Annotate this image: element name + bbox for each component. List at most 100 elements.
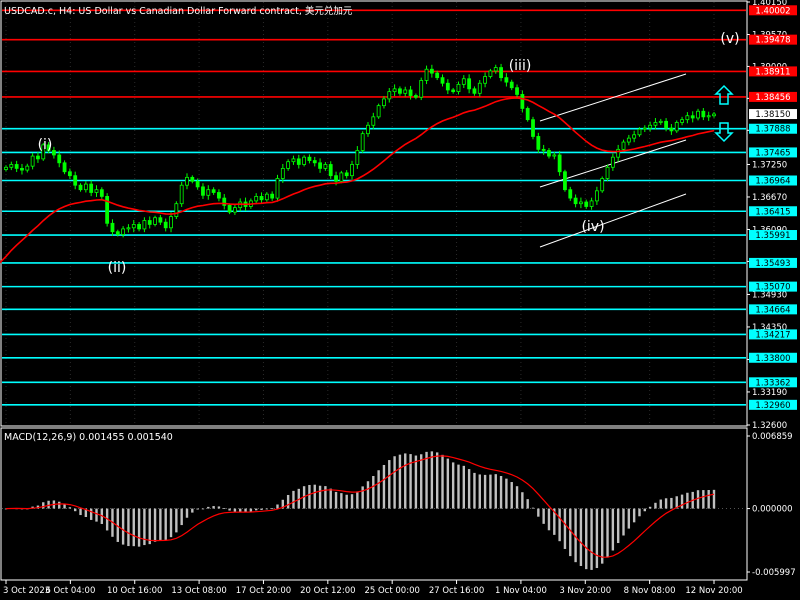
level-price-box xyxy=(749,257,797,268)
candle-body xyxy=(291,158,296,163)
level-price-text: 1.39478 xyxy=(755,36,790,46)
candle-body xyxy=(115,231,120,235)
horizontal-levels[interactable] xyxy=(2,9,746,406)
candle-body xyxy=(153,217,157,225)
channel-line[interactable] xyxy=(539,73,687,122)
macd-histogram-bar xyxy=(148,508,151,545)
candle-body xyxy=(515,87,519,95)
level-price-box xyxy=(749,281,797,292)
level-price-text: 1.34217 xyxy=(755,330,790,340)
price-tick-label: 1.37250 xyxy=(752,160,787,170)
moving-average xyxy=(0,97,715,264)
candle-body xyxy=(355,150,360,165)
macd-histogram-bar xyxy=(201,508,205,510)
macd-histogram-bar xyxy=(366,481,370,509)
time-label: 20 Oct 12:00 xyxy=(300,586,355,596)
macd-histogram-bar xyxy=(590,508,593,570)
signal-arrows[interactable] xyxy=(714,84,734,143)
macd-histogram-bar xyxy=(180,508,183,526)
macd-histogram-bar xyxy=(670,497,673,509)
candle-body xyxy=(547,150,551,157)
candle-body xyxy=(642,127,647,130)
level-price-text: 1.35070 xyxy=(755,283,790,293)
macd-histogram-bar xyxy=(302,486,306,509)
level-price-text: 1.38911 xyxy=(755,67,790,77)
candle-body xyxy=(73,175,78,186)
macd-histogram-bar xyxy=(404,453,407,509)
macd-histogram-bar xyxy=(345,494,348,509)
macd-histogram-bar xyxy=(483,474,487,509)
candle-body xyxy=(14,164,19,169)
time-label: 3 Nov 20:00 xyxy=(559,586,611,596)
macd-histogram-bar xyxy=(579,508,583,566)
macd-histogram-bar xyxy=(313,484,316,509)
candle-body xyxy=(589,200,594,207)
level-price-text: 1.36415 xyxy=(755,207,790,217)
macd-tick-label: 0.006859 xyxy=(752,432,793,442)
candle-body xyxy=(350,164,354,177)
candle-body xyxy=(461,78,466,85)
candle-body xyxy=(280,167,285,179)
macd-panel-frame xyxy=(0,427,748,581)
candle-body xyxy=(206,189,211,196)
macd-histogram-bar xyxy=(116,508,119,542)
macd-histogram-bar xyxy=(446,458,450,509)
macd-histogram-bar xyxy=(132,508,135,547)
level-price-box xyxy=(749,175,797,186)
time-label: 10 Oct 16:00 xyxy=(107,586,162,596)
candle-body xyxy=(621,141,626,150)
candle-body xyxy=(408,89,413,96)
candle-body xyxy=(360,133,365,151)
macd-histogram-bar xyxy=(606,508,609,558)
macd-histogram-bar xyxy=(420,454,423,509)
candle-body xyxy=(674,122,679,132)
candle-body xyxy=(110,222,115,233)
chart-title: USDCAD.c, H4: US Dollar vs Canadian Doll… xyxy=(4,6,353,17)
macd-histogram-bar xyxy=(153,508,157,542)
macd-histogram-bar xyxy=(74,508,77,512)
candle-body xyxy=(536,136,541,150)
macd-histogram-bar xyxy=(228,508,231,511)
macd-histogram-bar xyxy=(388,460,391,509)
macd-histogram-bar xyxy=(239,508,242,512)
candle-body xyxy=(531,119,535,137)
macd-histogram-bar xyxy=(4,508,8,510)
candle-body xyxy=(334,175,338,182)
candle-body xyxy=(403,89,408,94)
channel-line[interactable] xyxy=(539,193,687,248)
candle-body xyxy=(264,193,269,201)
macd-histogram-bar xyxy=(127,508,130,547)
candle-body xyxy=(4,166,8,170)
macd-histogram-bar xyxy=(175,508,178,533)
macd-histogram-bar xyxy=(121,508,125,545)
down-arrow-icon[interactable] xyxy=(714,122,734,143)
candle-body xyxy=(121,228,126,235)
time-label: 12 Nov 20:00 xyxy=(685,586,742,596)
candle-body xyxy=(563,171,567,191)
macd-histogram-bar xyxy=(489,474,492,509)
candle-body xyxy=(387,91,392,100)
macd-histogram-bar xyxy=(382,464,386,509)
candle-body xyxy=(312,160,317,164)
level-price-text: 1.38456 xyxy=(755,93,790,103)
macd-histogram-bar xyxy=(260,508,263,510)
macd-histogram-bar xyxy=(249,508,253,512)
candle-body xyxy=(190,176,195,182)
candle-body xyxy=(680,119,684,123)
level-price-text: 1.32960 xyxy=(755,401,790,411)
macd-histogram-bar xyxy=(409,454,412,509)
up-arrow-icon[interactable] xyxy=(714,84,734,105)
macd-histogram-bar xyxy=(435,452,439,509)
macd-histogram-bar xyxy=(393,456,396,509)
candle-body xyxy=(424,68,429,81)
macd-histogram-bar xyxy=(185,508,189,518)
macd-histogram-bar xyxy=(510,482,513,509)
candle-body xyxy=(89,183,94,193)
macd-histogram-bar xyxy=(702,490,705,509)
time-label: 17 Oct 20:00 xyxy=(236,586,291,596)
macd-histogram-bar xyxy=(244,508,247,513)
macd-histogram-bar xyxy=(361,486,364,509)
candle-body xyxy=(669,127,674,132)
macd-histogram-bar xyxy=(659,499,662,509)
